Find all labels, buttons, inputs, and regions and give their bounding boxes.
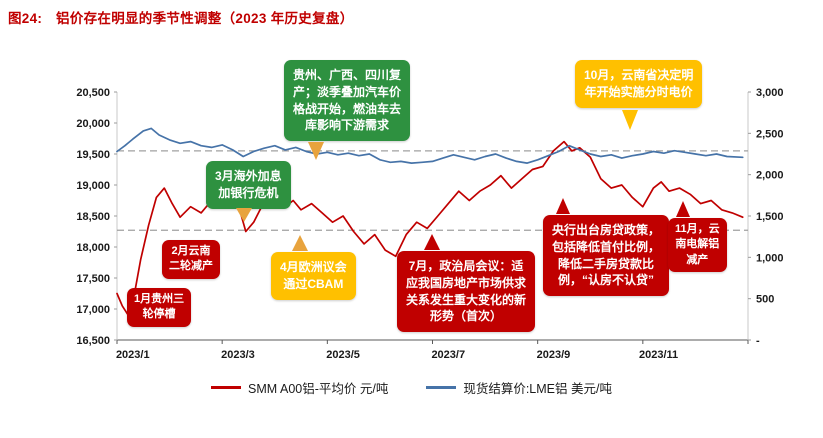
right-axis-label: 3,000 (756, 87, 784, 99)
x-axis-label: 2023/5 (326, 349, 360, 361)
series-line-lme (116, 127, 744, 164)
x-axis-label: 2023/9 (537, 349, 571, 361)
legend-item-lme: 现货结算价:LME铝 美元/吨 (426, 378, 612, 397)
x-axis-label: 2023/3 (221, 349, 255, 361)
left-axis-label: 19,000 (76, 180, 110, 192)
right-axis-label: 2,500 (756, 128, 784, 140)
x-axis-label: 2023/11 (639, 349, 678, 361)
legend-item-smm: SMM A00铝-平均价 元/吨 (211, 378, 388, 397)
chart-title: 图24: 铝价存在明显的季节性调整（2023 年历史复盘） (8, 11, 354, 26)
x-axis-label: 2023/1 (116, 349, 150, 361)
left-axis-label: 20,500 (76, 87, 110, 99)
left-axis-label: 17,000 (76, 304, 110, 316)
left-axis-label: 18,000 (76, 242, 110, 254)
left-axis-label: 18,500 (76, 211, 110, 223)
x-axis-label: 2023/7 (431, 349, 465, 361)
legend-label-smm: SMM A00铝-平均价 元/吨 (248, 382, 389, 396)
left-axis-label: 20,000 (76, 118, 110, 130)
right-axis-label: 1,500 (756, 211, 784, 223)
chart-legend: SMM A00铝-平均价 元/吨 现货结算价:LME铝 美元/吨 (0, 378, 823, 397)
right-axis-label: 500 (756, 294, 774, 306)
series-line-smm (116, 140, 744, 315)
right-axis-label: 2,000 (756, 170, 784, 182)
legend-line-smm (211, 386, 242, 389)
right-axis-label: - (756, 335, 760, 347)
left-axis-label: 16,500 (76, 335, 110, 347)
legend-line-lme (426, 386, 457, 389)
left-axis-label: 17,500 (76, 273, 110, 285)
legend-label-lme: 现货结算价:LME铝 美元/吨 (463, 382, 612, 396)
left-axis-label: 19,500 (76, 149, 110, 161)
right-axis-label: 1,000 (756, 252, 784, 264)
